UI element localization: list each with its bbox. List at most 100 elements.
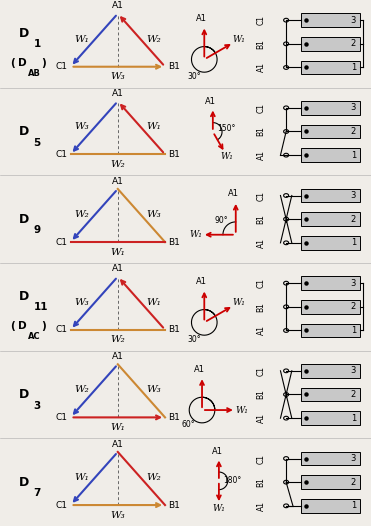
Bar	[301, 451, 359, 466]
Text: C1: C1	[55, 325, 68, 334]
Text: 1: 1	[351, 326, 356, 335]
Text: C1: C1	[55, 413, 68, 422]
Bar	[301, 475, 359, 489]
Bar	[301, 125, 359, 138]
Text: AC: AC	[27, 332, 40, 341]
Text: W₁: W₁	[74, 473, 89, 482]
Text: B1: B1	[168, 413, 180, 422]
Text: 2: 2	[351, 302, 356, 311]
Text: W₂: W₂	[74, 386, 89, 394]
Text: W₁: W₁	[213, 504, 225, 513]
Text: 180°: 180°	[223, 477, 242, 485]
Text: B1: B1	[168, 501, 180, 510]
Text: B1: B1	[257, 302, 266, 312]
Text: C1: C1	[257, 453, 266, 463]
Text: W₃: W₃	[147, 386, 161, 394]
Text: D: D	[19, 27, 29, 40]
Text: A1: A1	[257, 63, 266, 73]
Text: A1: A1	[112, 352, 124, 361]
Text: A1: A1	[196, 14, 207, 23]
Text: W₂: W₂	[111, 160, 125, 169]
Bar	[301, 323, 359, 338]
Text: 30°: 30°	[187, 72, 201, 81]
Text: ): )	[42, 321, 46, 331]
Text: 1: 1	[351, 501, 356, 510]
Bar	[301, 300, 359, 314]
Text: D: D	[19, 321, 27, 331]
Text: B1: B1	[168, 238, 180, 247]
Text: 7: 7	[33, 488, 41, 498]
Text: B1: B1	[257, 39, 266, 49]
Text: W₁: W₁	[74, 35, 89, 44]
Text: 2: 2	[351, 39, 356, 48]
Text: A1: A1	[196, 277, 207, 286]
Bar	[301, 236, 359, 250]
Text: 1: 1	[351, 63, 356, 72]
Text: 90°: 90°	[215, 216, 229, 225]
Text: C1: C1	[55, 62, 68, 71]
Text: 1: 1	[33, 39, 40, 49]
Bar	[301, 212, 359, 226]
Bar	[301, 364, 359, 378]
Text: A1: A1	[257, 150, 266, 160]
Text: D: D	[19, 388, 29, 401]
Text: 30°: 30°	[187, 335, 201, 344]
Text: 150°: 150°	[217, 124, 236, 133]
Text: B1: B1	[168, 325, 180, 334]
Text: A1: A1	[112, 265, 124, 274]
Text: D: D	[19, 125, 29, 138]
Text: A1: A1	[206, 97, 216, 106]
Text: B1: B1	[168, 62, 180, 71]
Bar	[301, 388, 359, 401]
Text: A1: A1	[227, 189, 239, 198]
Text: 2: 2	[351, 390, 356, 399]
Text: W₃: W₃	[147, 210, 161, 219]
Text: A1: A1	[257, 326, 266, 336]
Bar	[301, 13, 359, 27]
Text: W₁: W₁	[221, 152, 234, 161]
Text: 3: 3	[351, 16, 356, 25]
Text: A1: A1	[112, 2, 124, 11]
Text: D: D	[19, 213, 29, 226]
Text: 3: 3	[351, 279, 356, 288]
Text: A1: A1	[211, 447, 223, 456]
Text: A1: A1	[257, 501, 266, 511]
Text: C1: C1	[257, 15, 266, 25]
Text: W₁: W₁	[235, 406, 248, 414]
Text: C1: C1	[257, 103, 266, 113]
Text: C1: C1	[55, 501, 68, 510]
Text: W₁: W₁	[147, 298, 161, 307]
Text: W₂: W₂	[111, 335, 125, 345]
Text: 3: 3	[351, 191, 356, 200]
Text: A1: A1	[194, 365, 205, 373]
Text: C1: C1	[257, 190, 266, 200]
Text: W₁: W₁	[232, 35, 245, 44]
Text: W₁: W₁	[111, 423, 125, 432]
Text: W₃: W₃	[74, 298, 89, 307]
Text: W₂: W₂	[147, 35, 161, 44]
Text: 1: 1	[351, 238, 356, 247]
Text: 60°: 60°	[181, 420, 195, 429]
Text: 3: 3	[351, 103, 356, 113]
Bar	[301, 499, 359, 513]
Text: W₁: W₁	[232, 298, 245, 307]
Text: ): )	[42, 58, 46, 68]
Text: 3: 3	[351, 454, 356, 463]
Text: A1: A1	[257, 238, 266, 248]
Bar	[301, 101, 359, 115]
Text: B1: B1	[257, 477, 266, 487]
Text: D: D	[19, 476, 29, 489]
Text: W₃: W₃	[74, 123, 89, 132]
Text: W₂: W₂	[147, 473, 161, 482]
Text: W₁: W₁	[190, 230, 203, 239]
Text: B1: B1	[257, 214, 266, 224]
Text: A1: A1	[112, 89, 124, 98]
Text: C1: C1	[55, 150, 68, 159]
Text: B1: B1	[257, 390, 266, 399]
Text: C1: C1	[257, 278, 266, 288]
Text: A1: A1	[112, 440, 124, 449]
Text: B1: B1	[168, 150, 180, 159]
Bar	[301, 188, 359, 203]
Text: 2: 2	[351, 215, 356, 224]
Text: B1: B1	[257, 127, 266, 136]
